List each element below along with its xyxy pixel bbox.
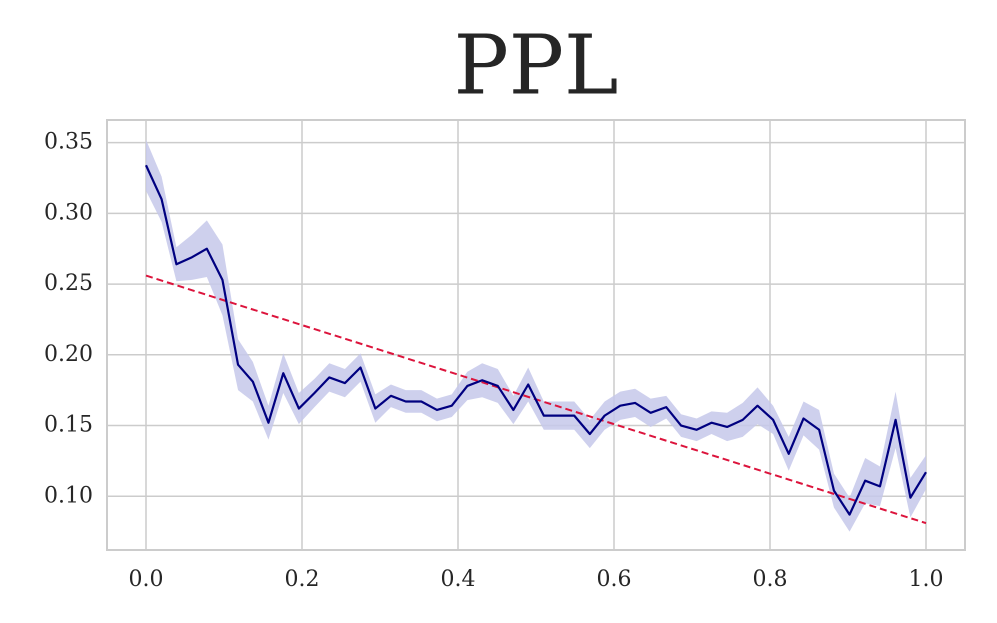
x-tick-label: 0.2 (285, 567, 320, 592)
chart-title: PPL (454, 19, 619, 114)
x-tick-label: 0.4 (441, 567, 476, 592)
y-tick-label: 0.25 (44, 271, 93, 296)
x-tick-label: 1.0 (909, 567, 944, 592)
y-tick-label: 0.35 (44, 130, 93, 155)
x-tick-label: 0.6 (597, 567, 632, 592)
plot-frame (106, 119, 966, 551)
confidence-band (146, 139, 926, 532)
y-tick-label: 0.10 (44, 483, 93, 508)
y-tick-label: 0.30 (44, 200, 93, 225)
x-tick-label: 0.8 (753, 567, 788, 592)
y-tick-label: 0.20 (44, 342, 93, 367)
line (145, 164, 927, 516)
x-tick-label: 0.0 (129, 567, 164, 592)
y-tick-label: 0.15 (44, 413, 93, 438)
